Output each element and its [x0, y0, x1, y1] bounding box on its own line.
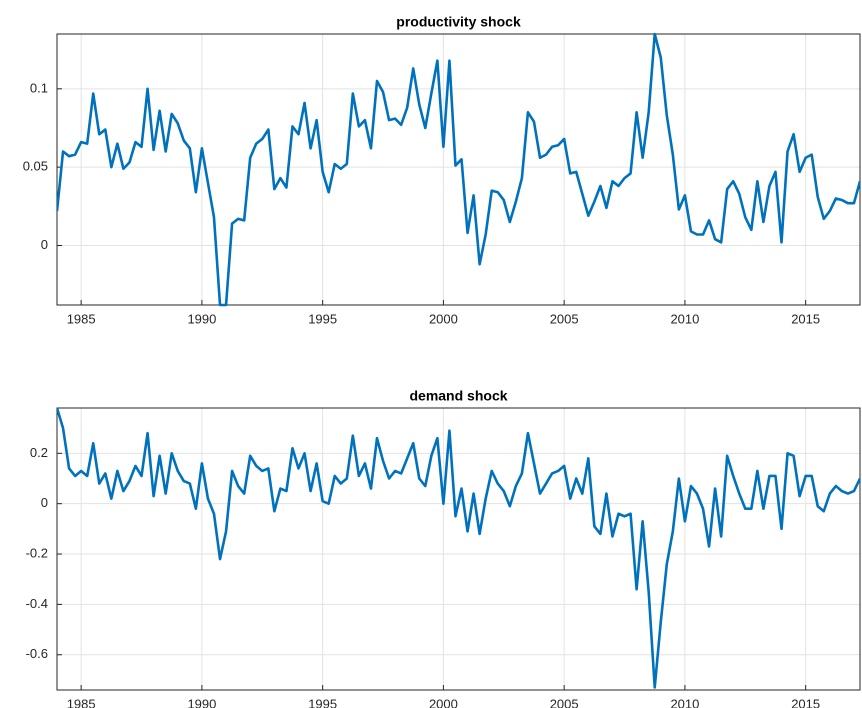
data-line — [57, 32, 860, 307]
chart-title: demand shock — [409, 388, 507, 404]
y-tick-label: 0 — [41, 495, 48, 510]
x-tick-label: 1985 — [67, 311, 96, 326]
x-tick-label: 2010 — [670, 311, 699, 326]
x-tick-label: 2010 — [670, 696, 699, 708]
data-line — [57, 407, 860, 689]
y-tick-label: -0.2 — [26, 545, 48, 560]
x-tick-label: 2005 — [550, 696, 579, 708]
x-tick-label: 1995 — [308, 311, 337, 326]
plot-area — [57, 408, 860, 690]
x-tick-label: 1995 — [308, 696, 337, 708]
chart-title: productivity shock — [396, 14, 521, 30]
y-tick-label: 0.2 — [30, 445, 48, 460]
x-tick-label: 2000 — [429, 311, 458, 326]
y-tick-label: 0.05 — [23, 159, 48, 174]
x-tick-label: 2005 — [550, 311, 579, 326]
x-tick-label: 2015 — [791, 311, 820, 326]
axes-box — [56, 407, 861, 691]
y-tick-label: 0 — [41, 237, 48, 252]
x-tick-label: 1985 — [67, 696, 96, 708]
axes-box — [56, 33, 861, 306]
y-tick-label: 0.1 — [30, 80, 48, 95]
y-tick-label: -0.6 — [26, 646, 48, 661]
y-tick-label: -0.4 — [26, 596, 48, 611]
x-tick-label: 1990 — [187, 311, 216, 326]
x-tick-label: 2000 — [429, 696, 458, 708]
plot-area — [57, 34, 860, 305]
x-tick-label: 1990 — [187, 696, 216, 708]
x-tick-label: 2015 — [791, 696, 820, 708]
